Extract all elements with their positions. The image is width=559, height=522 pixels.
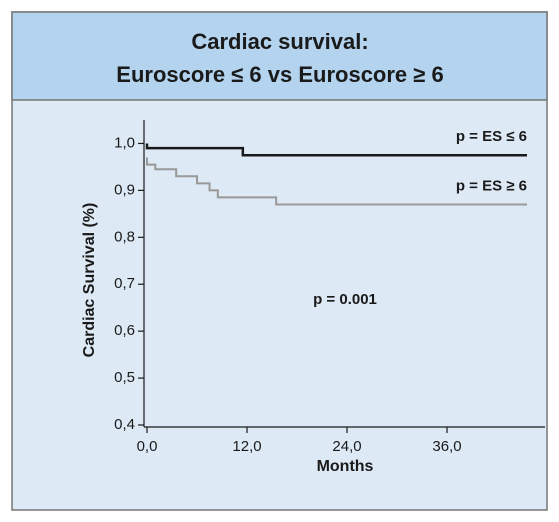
x-tick-label: 36,0 — [432, 438, 461, 455]
survival-curve — [145, 143, 527, 157]
y-tick-label: 0,5 — [114, 369, 135, 386]
y-tick-label: 0,4 — [114, 416, 135, 433]
x-axis-label: Months — [317, 458, 374, 475]
annotation: p = 0.001 — [313, 291, 377, 308]
y-tick-label: 0,8 — [114, 228, 135, 245]
y-tick-label: 1,0 — [114, 134, 135, 151]
y-tick-label: 0,7 — [114, 275, 135, 292]
y-axis-label: Cardiac Survival (%) — [81, 203, 98, 358]
chart-title: Cardiac survival: — [191, 29, 368, 54]
x-tick-label: 24,0 — [332, 438, 361, 455]
chart-title: Euroscore ≤ 6 vs Euroscore ≥ 6 — [116, 62, 443, 87]
y-tick-label: 0,9 — [114, 181, 135, 198]
x-tick-label: 12,0 — [232, 438, 261, 455]
series-label: p = ES ≤ 6 — [456, 128, 527, 145]
header — [11, 11, 548, 101]
y-tick-label: 0,6 — [114, 322, 135, 339]
survival-curve — [146, 157, 527, 206]
x-tick-label: 0,0 — [137, 438, 158, 455]
series-label: p = ES ≥ 6 — [456, 177, 527, 194]
